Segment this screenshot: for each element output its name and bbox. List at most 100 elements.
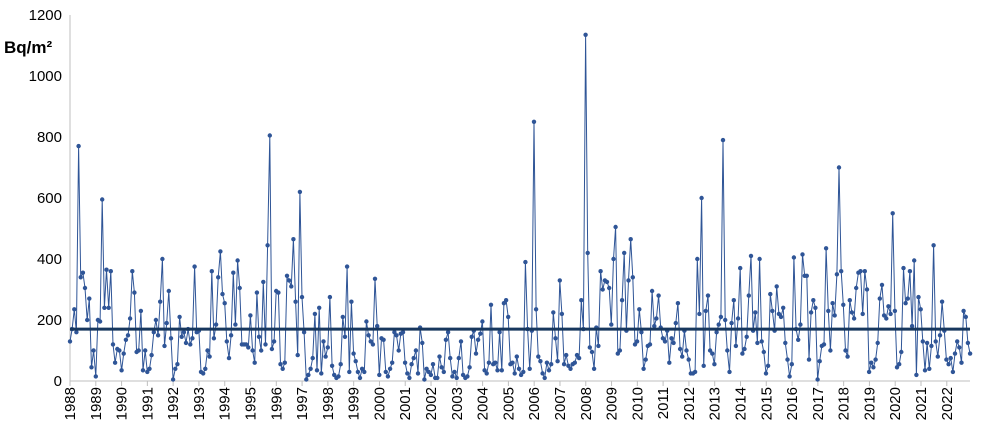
data-point: [203, 366, 208, 371]
data-point: [660, 336, 666, 341]
data-point: [774, 284, 779, 289]
data-point: [944, 357, 949, 362]
data-point: [860, 311, 865, 317]
data-point: [422, 377, 427, 382]
data-point: [738, 265, 743, 271]
data-point: [714, 330, 719, 335]
data-point: [235, 258, 240, 263]
data-point: [224, 339, 229, 344]
data-point: [415, 371, 421, 376]
data-point: [707, 348, 713, 353]
x-tick-label: 1995: [243, 387, 260, 420]
x-tick-label: 2021: [913, 387, 930, 420]
data-point: [744, 334, 749, 339]
data-point: [357, 375, 363, 381]
data-point: [310, 355, 315, 361]
data-point: [201, 371, 206, 376]
data-point: [488, 302, 494, 307]
data-point: [907, 269, 913, 274]
data-point: [263, 342, 268, 347]
data-point: [538, 359, 543, 364]
data-point: [544, 360, 550, 365]
data-point: [761, 349, 766, 355]
data-point: [338, 362, 343, 367]
data-point: [147, 366, 152, 371]
data-point: [712, 362, 717, 367]
data-point: [452, 369, 457, 375]
data-point: [671, 340, 676, 346]
data-point: [510, 360, 515, 365]
data-point: [286, 278, 292, 283]
data-point: [482, 368, 487, 373]
data-point: [445, 330, 451, 335]
data-point: [428, 372, 434, 378]
data-point: [250, 348, 255, 353]
data-point: [385, 374, 391, 379]
data-point: [478, 331, 483, 336]
data-point: [132, 290, 137, 295]
data-point: [643, 357, 648, 362]
data-point: [181, 330, 187, 335]
x-tick-label: 2002: [423, 387, 440, 420]
data-point: [630, 275, 635, 280]
y-tick-labels: 0 200 400 600 800 1000 1200: [29, 7, 62, 390]
data-point: [781, 305, 786, 310]
data-point: [963, 314, 968, 320]
data-point: [579, 298, 584, 303]
data-point: [216, 275, 221, 280]
data-point: [849, 310, 855, 315]
data-point: [325, 345, 330, 350]
data-point: [611, 256, 616, 262]
data-point: [93, 374, 99, 379]
data-point: [394, 333, 399, 338]
data-point: [289, 284, 294, 289]
data-point: [832, 313, 837, 318]
data-point: [387, 366, 393, 371]
data-point: [473, 351, 479, 356]
data-point: [673, 320, 678, 326]
data-point: [104, 267, 109, 272]
data-point: [441, 369, 446, 375]
x-tick-label: 2004: [475, 387, 492, 420]
data-point: [553, 336, 558, 341]
x-tick-label: 1994: [217, 387, 234, 420]
data-point: [920, 339, 925, 344]
x-tick-labels: 1988 1989 1990 1991 1992 1993 1994 1995 1996 1997…: [62, 381, 956, 420]
data-point: [699, 195, 704, 201]
data-point: [634, 339, 640, 344]
x-tick-label: 2022: [939, 387, 956, 420]
data-point: [392, 330, 397, 335]
data-point: [480, 319, 485, 324]
data-point: [847, 298, 852, 303]
data-point: [705, 293, 711, 298]
data-point: [140, 368, 146, 373]
data-point: [527, 366, 532, 371]
data-point: [684, 348, 689, 353]
y-tick-label: 800: [37, 129, 62, 146]
data-point: [205, 348, 210, 353]
data-point: [100, 197, 105, 202]
data-point: [319, 371, 324, 376]
data-point: [119, 368, 124, 373]
data-point: [864, 287, 870, 292]
data-point: [667, 360, 672, 365]
data-point: [899, 349, 904, 355]
data-point: [718, 314, 724, 320]
data-point: [918, 307, 923, 312]
data-point: [164, 320, 169, 326]
data-point: [965, 340, 971, 346]
data-point: [609, 322, 614, 327]
data-point: [639, 330, 644, 335]
data-point: [67, 339, 73, 344]
data-point: [450, 374, 455, 379]
data-point: [912, 258, 917, 263]
data-point: [649, 288, 655, 294]
data-point: [366, 333, 371, 338]
y-axis-label: Bq/m²: [4, 38, 53, 57]
x-tick-label: 1996: [268, 387, 285, 420]
data-point: [686, 357, 691, 362]
data-point: [731, 298, 736, 303]
data-point: [121, 351, 126, 356]
data-point: [759, 339, 764, 344]
data-point: [437, 354, 442, 359]
